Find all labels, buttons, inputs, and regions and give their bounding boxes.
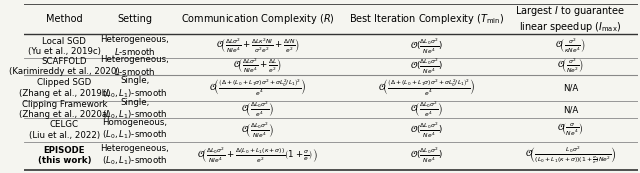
Text: $\mathcal{O}\!\left(\frac{\left(\Delta+(L_0+L_1\sigma)\sigma^2+\sigma L_0^2/L_1\: $\mathcal{O}\!\left(\frac{\left(\Delta+(… xyxy=(209,78,307,98)
Text: Single,
$(L_0,L_1)$-smooth: Single, $(L_0,L_1)$-smooth xyxy=(102,76,168,100)
Text: Homogeneous,
$(L_0,L_1)$-smooth: Homogeneous, $(L_0,L_1)$-smooth xyxy=(102,118,168,142)
Text: Heterogeneous,
$L$-smooth: Heterogeneous, $L$-smooth xyxy=(100,35,169,57)
Text: $\mathcal{O}\!\left(\frac{\Delta L_0\sigma^2}{NIe^4}\right)$: $\mathcal{O}\!\left(\frac{\Delta L_0\sig… xyxy=(241,120,275,140)
Text: Clipping Framework
(Zhang et al., 2020a): Clipping Framework (Zhang et al., 2020a) xyxy=(19,100,110,119)
Text: CELGC
(Liu et al., 2022): CELGC (Liu et al., 2022) xyxy=(29,120,100,139)
Text: Setting: Setting xyxy=(117,15,152,24)
Text: $\mathcal{O}\!\left(\frac{\left(\Delta+(L_0+L_1\sigma)\sigma^2+\sigma L_0^2/L_1\: $\mathcal{O}\!\left(\frac{\left(\Delta+(… xyxy=(378,78,475,98)
Text: $\mathcal{O}\!\left(\frac{\Delta L\sigma^2}{NIe^4}+\frac{\Delta L}{e^2}\right)$: $\mathcal{O}\!\left(\frac{\Delta L\sigma… xyxy=(233,57,282,75)
Text: $\mathcal{O}(\frac{\Delta L_0\sigma^2}{Ne^4})$: $\mathcal{O}(\frac{\Delta L_0\sigma^2}{N… xyxy=(410,37,443,56)
Text: $\mathcal{O}\!\left(\frac{\sigma^2}{Ne^2}\right)$: $\mathcal{O}\!\left(\frac{\sigma^2}{Ne^2… xyxy=(557,57,584,75)
Text: SCAFFOLD
(Karimireddy et al., 2020): SCAFFOLD (Karimireddy et al., 2020) xyxy=(9,57,120,76)
Text: Clipped SGD
(Zhang et al., 2019b): Clipped SGD (Zhang et al., 2019b) xyxy=(19,78,110,98)
Text: Method: Method xyxy=(46,15,83,24)
Text: Largest $I$ to guarantee
linear speedup ($I_{\max}$): Largest $I$ to guarantee linear speedup … xyxy=(515,4,626,34)
Text: $\mathcal{O}\!\left(\frac{\Delta L\sigma^2}{NIe^4}+\frac{\Delta L\kappa^2 NI}{\s: $\mathcal{O}\!\left(\frac{\Delta L\sigma… xyxy=(216,37,300,55)
Text: $\mathcal{O}(\frac{\Delta L_0\sigma^2}{Ne^4})$: $\mathcal{O}(\frac{\Delta L_0\sigma^2}{N… xyxy=(410,146,443,166)
Text: $\mathcal{O}\!\left(\frac{\sigma}{Ne^4}\right)$: $\mathcal{O}\!\left(\frac{\sigma}{Ne^4}\… xyxy=(557,122,584,138)
Text: Heterogeneous,
$(L_0,L_1)$-smooth: Heterogeneous, $(L_0,L_1)$-smooth xyxy=(100,144,169,167)
Text: N/A: N/A xyxy=(563,105,578,114)
Text: $\mathcal{O}\!\left(\frac{\Delta L_0\sigma^2}{NIe^4}+\frac{\Delta(L_0+L_1(\kappa: $\mathcal{O}\!\left(\frac{\Delta L_0\sig… xyxy=(197,146,318,166)
Text: N/A: N/A xyxy=(563,84,578,93)
Text: EPISODE
(this work): EPISODE (this work) xyxy=(38,146,91,165)
Text: $\mathcal{O}\!\left(\frac{\Delta L_0\sigma^2}{e^4}\right)$: $\mathcal{O}\!\left(\frac{\Delta L_0\sig… xyxy=(241,100,275,120)
Text: $\mathcal{O}(\frac{\Delta L_0\sigma^2}{Ne^4})$: $\mathcal{O}(\frac{\Delta L_0\sigma^2}{N… xyxy=(410,57,443,76)
Text: Single,
$(L_0,L_1)$-smooth: Single, $(L_0,L_1)$-smooth xyxy=(102,98,168,121)
Text: Communication Complexity ($R$): Communication Complexity ($R$) xyxy=(180,12,335,26)
Text: Best Iteration Complexity ($T_{\min}$): Best Iteration Complexity ($T_{\min}$) xyxy=(349,12,504,26)
Text: Local SGD
(Yu et al., 2019c): Local SGD (Yu et al., 2019c) xyxy=(28,37,100,56)
Text: $\mathcal{O}(\frac{\Delta L_0\sigma^2}{Ne^4})$: $\mathcal{O}(\frac{\Delta L_0\sigma^2}{N… xyxy=(410,120,443,140)
Text: $\mathcal{O}\!\left(\frac{L_0\sigma^2}{(L_0+L_1(\kappa+\sigma))(1+\frac{\sigma}{: $\mathcal{O}\!\left(\frac{L_0\sigma^2}{(… xyxy=(525,145,616,166)
Text: Heterogeneous,
$L$-smooth: Heterogeneous, $L$-smooth xyxy=(100,55,169,77)
Text: $\mathcal{O}\!\left(\frac{\Delta L_0\sigma^2}{e^4}\right)$: $\mathcal{O}\!\left(\frac{\Delta L_0\sig… xyxy=(410,100,443,120)
Text: $\mathcal{O}\!\left(\frac{\sigma^2}{\kappa Ne^4}\right)$: $\mathcal{O}\!\left(\frac{\sigma^2}{\kap… xyxy=(556,37,586,55)
